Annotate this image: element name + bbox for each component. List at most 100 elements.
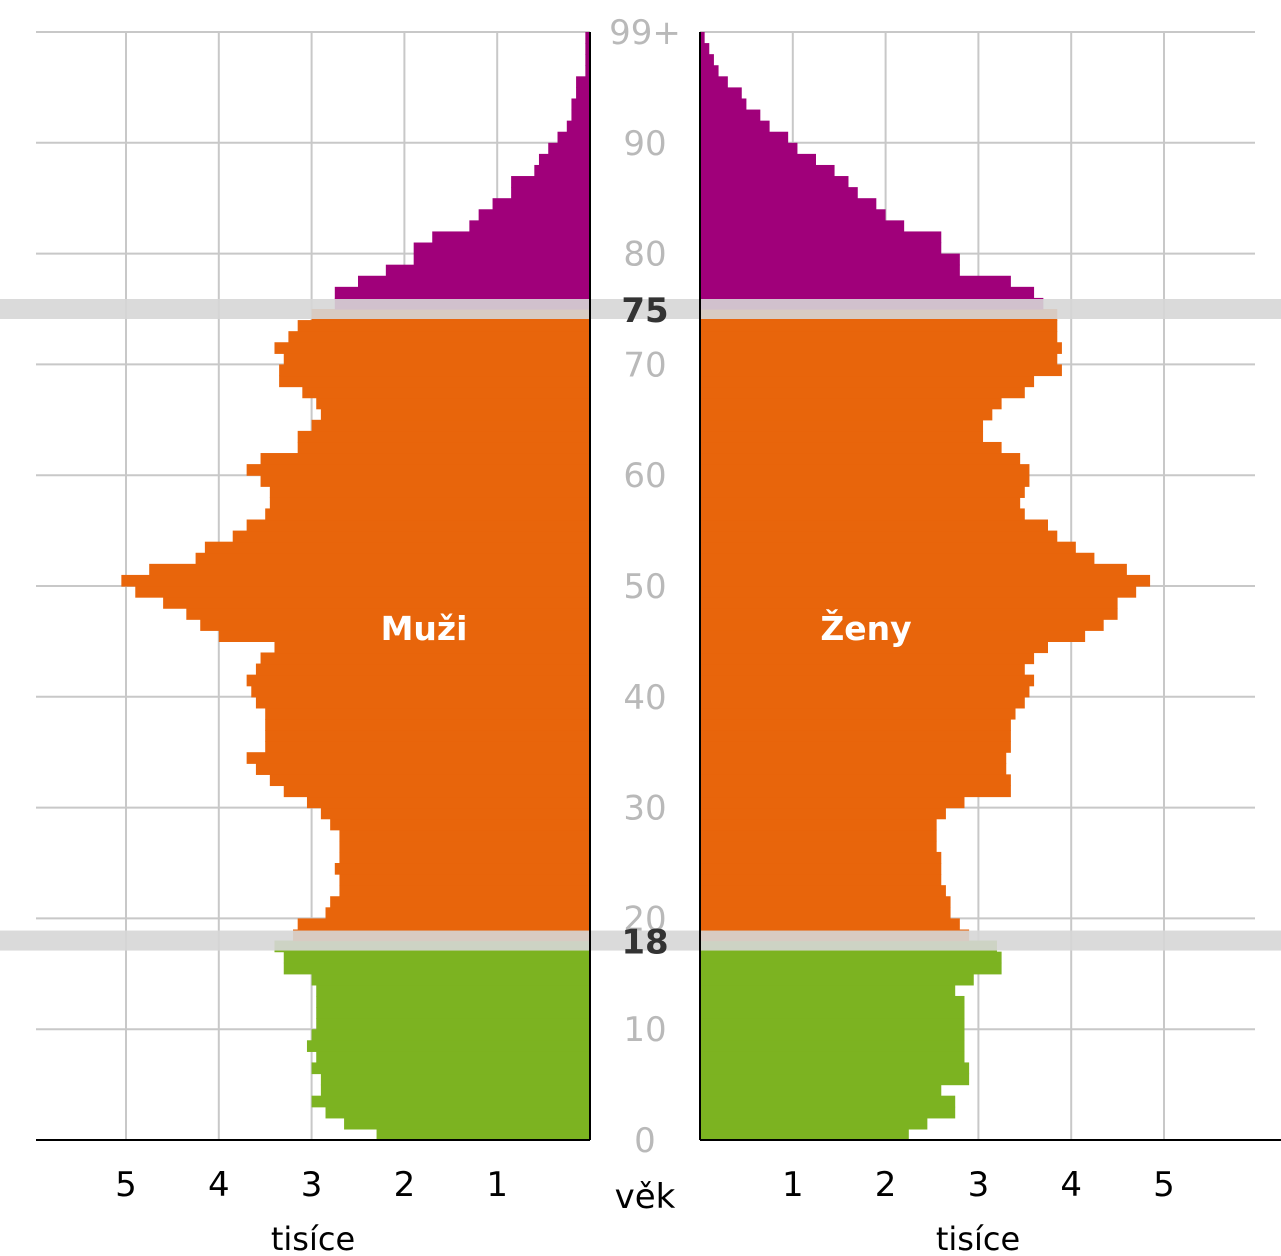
bar-male	[251, 685, 590, 698]
bar-male	[135, 586, 590, 598]
labels: 1 12 23 34 45 5010203040506070809099+1875věkt…	[115, 13, 1175, 1256]
bar-female	[700, 552, 1095, 565]
bar-female	[700, 641, 1048, 654]
bar-male	[288, 331, 590, 343]
bar-female	[700, 1062, 970, 1075]
bar-female	[700, 320, 1058, 332]
bar-female	[700, 142, 798, 155]
bar-female	[700, 353, 1058, 365]
bar-female	[700, 264, 960, 277]
bar-male	[283, 785, 590, 798]
bar-female	[700, 397, 1002, 410]
bar-male	[316, 1007, 590, 1019]
bar-female	[700, 530, 1058, 543]
bar-female	[700, 807, 946, 820]
bar-male	[511, 176, 590, 188]
bar-male	[339, 829, 590, 842]
bar-female	[700, 1106, 956, 1119]
bar-male	[265, 508, 590, 521]
bar-male	[255, 696, 591, 709]
bar-male	[325, 1106, 590, 1119]
bar-female	[700, 829, 937, 842]
bar-female	[700, 464, 1030, 476]
bar-female	[700, 718, 1011, 731]
bar-female	[700, 1095, 956, 1108]
x-axis-unit-right: tisíce	[936, 1220, 1020, 1256]
bar-female	[700, 275, 1011, 288]
age-marker-bands	[0, 299, 1281, 951]
bar-male	[320, 1073, 590, 1086]
bar-female	[700, 43, 710, 55]
bar-female	[700, 242, 942, 255]
bar-male	[260, 475, 590, 487]
bar-male	[534, 164, 590, 177]
bar-male	[297, 441, 590, 454]
bar-female	[700, 574, 1151, 587]
bar-female	[700, 774, 1011, 787]
bar-female	[700, 696, 1025, 709]
bar-female	[700, 87, 742, 100]
bar-male	[316, 984, 590, 997]
bar-male	[311, 1062, 590, 1075]
age-tick-label: 99+	[609, 13, 681, 53]
bar-male	[121, 574, 591, 587]
bar-male	[297, 320, 590, 332]
bar-male	[269, 486, 590, 498]
bar-male	[311, 973, 590, 986]
bar-female	[700, 508, 1025, 521]
bar-female	[700, 918, 960, 931]
bar-female	[700, 995, 965, 1008]
bar-male	[320, 1084, 590, 1097]
bar-male	[557, 131, 590, 144]
bar-male	[316, 1051, 590, 1064]
bar-male	[265, 707, 590, 720]
age-tick-label: 80	[623, 235, 666, 275]
bar-female	[700, 1128, 909, 1141]
bar-male	[334, 286, 590, 299]
bar-male	[283, 353, 590, 365]
x-tick-label-left: 1	[486, 1165, 508, 1205]
bar-male	[339, 840, 590, 853]
bar-female	[700, 475, 1030, 487]
bar-female	[700, 209, 886, 221]
bar-male	[576, 76, 590, 88]
bar-male	[334, 863, 590, 875]
x-tick-label-left: 4	[208, 1165, 230, 1205]
bar-female	[700, 153, 816, 166]
bar-female	[700, 984, 956, 997]
bar-male	[316, 995, 590, 1008]
bar-female	[700, 120, 770, 133]
bar-male	[195, 552, 590, 565]
age-tick-label: 40	[623, 678, 666, 718]
x-axis-unit-left: tisíce	[271, 1220, 355, 1256]
bar-male	[511, 187, 590, 199]
bar-male	[339, 851, 590, 864]
bar-female	[700, 541, 1076, 554]
bar-female	[700, 198, 877, 210]
age-marker-band	[0, 930, 1281, 951]
bar-female	[700, 364, 1062, 377]
bar-female	[700, 1018, 965, 1030]
x-tick-label-right: 5	[1153, 1165, 1175, 1205]
x-tick-label-right: 1	[782, 1165, 804, 1205]
bar-male	[246, 752, 590, 764]
bar-male	[316, 397, 590, 410]
x-tick-label-left: 3	[301, 1165, 323, 1205]
age-tick-label: 10	[623, 1010, 666, 1050]
bar-female	[700, 608, 1118, 620]
bar-male	[306, 1040, 590, 1052]
x-tick-label-left: 2	[394, 1165, 416, 1205]
bar-male	[163, 597, 590, 609]
bar-male	[255, 663, 591, 676]
bar-female	[700, 1117, 928, 1130]
bar-female	[700, 109, 761, 122]
bar-male	[358, 275, 590, 288]
bar-female	[700, 874, 942, 886]
y-axis-title: věk	[615, 1177, 676, 1217]
bar-female	[700, 76, 728, 88]
bar-female	[700, 1007, 965, 1019]
bar-male	[260, 652, 590, 665]
bar-male	[200, 619, 591, 631]
bars	[121, 32, 1151, 1141]
bar-female	[700, 730, 1011, 742]
